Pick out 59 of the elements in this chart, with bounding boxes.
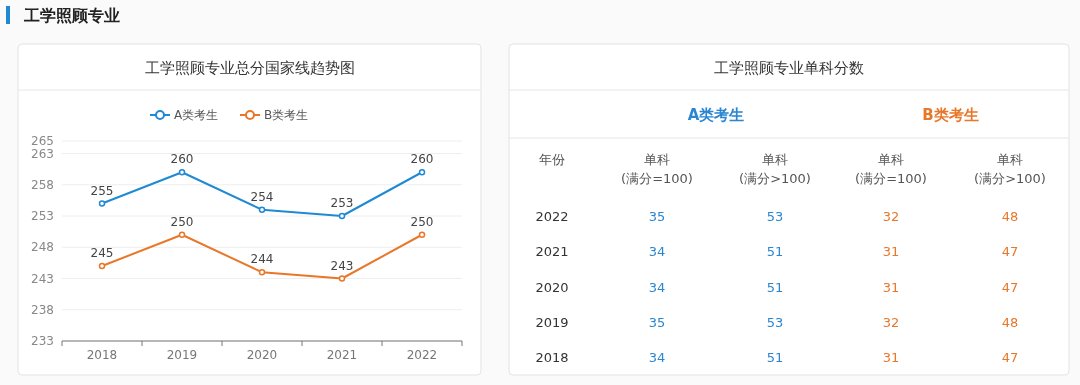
data-label: 260	[170, 152, 194, 167]
text: B类考生	[922, 106, 979, 124]
x-tick-label: 单科 (满分>100)	[974, 152, 1046, 186]
legend-label: A类考生	[174, 108, 219, 122]
data-label: 47	[1001, 350, 1019, 365]
x-tick-label: 单科 (满分>100)	[739, 152, 811, 186]
y-tick-label: 243	[31, 271, 54, 286]
legend-label: B类考生	[264, 108, 309, 122]
data-label: 250	[410, 214, 434, 229]
y-tick-label: 258	[31, 177, 54, 192]
x-tick-label: 2022	[406, 348, 438, 362]
data-label: 31	[882, 350, 900, 365]
y-tick-label: 233	[31, 334, 54, 348]
data-label: 48	[1001, 314, 1019, 330]
y-tick-label: 238	[31, 302, 54, 317]
data-label: 47	[1001, 279, 1019, 295]
x-tick-label: 单科 (满分=100)	[855, 152, 927, 186]
data-label: 32	[882, 209, 900, 224]
data-label: 254	[250, 189, 274, 204]
data-label: 250	[170, 214, 194, 229]
data-label: 31	[882, 244, 900, 260]
data-label: 260	[410, 152, 434, 167]
data-label: 35	[648, 314, 666, 330]
y-tick-label: 2019	[535, 314, 569, 330]
data-label: 47	[1001, 244, 1019, 260]
x-tick-label: 2019	[166, 348, 198, 362]
x-tick-label: 2020	[246, 348, 278, 362]
data-label: 244	[250, 252, 274, 267]
data-label: 51	[766, 244, 784, 260]
y-tick-label: 2022	[535, 209, 569, 224]
chart-title: 工学照顾专业单科分数	[714, 59, 864, 77]
data-label: 53	[766, 209, 784, 224]
y-axis-title: 年份	[539, 152, 565, 167]
text: 工学照顾专业	[23, 6, 120, 25]
y-tick-label: 265	[31, 134, 54, 148]
text: A类考生	[687, 106, 745, 124]
y-tick-label: 253	[31, 209, 54, 223]
data-label: 32	[882, 314, 900, 330]
data-label: 31	[882, 279, 900, 295]
x-tick-label: 2018	[86, 348, 118, 362]
data-label: 51	[766, 350, 784, 365]
y-tick-label: 2021	[535, 244, 569, 260]
data-label: 35	[648, 209, 666, 224]
x-tick-label: 单科 (满分=100)	[621, 152, 693, 186]
data-label: 255	[90, 183, 114, 198]
y-tick-label: 263	[31, 146, 54, 161]
data-label: 48	[1001, 209, 1019, 224]
chart-title: 工学照顾专业总分国家线趋势图	[144, 59, 355, 77]
data-label: 243	[330, 258, 354, 273]
data-label: 245	[90, 246, 114, 260]
y-tick-label: 248	[31, 240, 54, 255]
data-label: 34	[648, 279, 666, 295]
data-label: 53	[766, 314, 784, 330]
data-label: 34	[648, 350, 666, 365]
x-tick-label: 2021	[326, 348, 358, 362]
data-label: 34	[648, 244, 666, 260]
data-label: 253	[330, 196, 354, 210]
y-tick-label: 2020	[535, 279, 569, 295]
data-label: 51	[766, 279, 784, 295]
